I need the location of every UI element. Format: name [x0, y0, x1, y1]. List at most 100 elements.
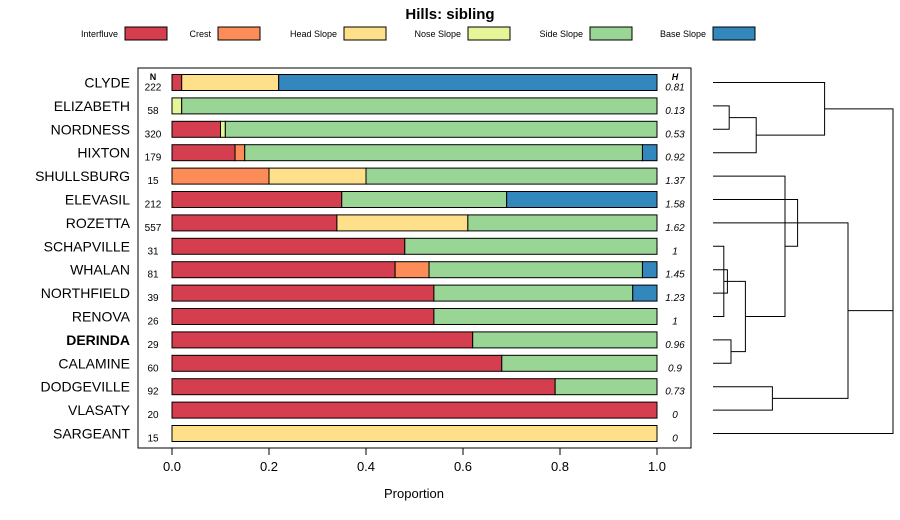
bar-whalan-base-slope: [641, 261, 658, 279]
bar-nordness-interfluve: [171, 120, 221, 138]
dendrogram-merge-12: [772, 222, 849, 399]
bar-clyde-interfluve: [171, 74, 183, 91]
row-label-derinda: DERINDA: [66, 332, 130, 348]
dendrogram-merge-11: [713, 386, 773, 411]
bar-schapville-interfluve: [171, 237, 406, 255]
row-n-nordness: 320: [145, 129, 162, 140]
x-axis: 0.0 0.2 0.4 0.6 0.8 1.0: [163, 448, 666, 474]
row-n-clyde: 222: [145, 83, 162, 94]
bar-clyde-base-slope: [278, 74, 658, 91]
x-tick-label-4: 0.8: [551, 459, 569, 474]
bar-elevasil-side-slope: [341, 191, 508, 208]
row-label-elevasil: ELEVASIL: [65, 192, 130, 208]
bar-hixton-crest: [234, 144, 246, 162]
dendrogram-merge-0: [713, 105, 730, 130]
bar-shullsburg-crest: [171, 167, 270, 185]
bar-whalan-side-slope: [428, 261, 643, 279]
row-h-elizabeth: 0.13: [665, 106, 685, 117]
plot-frame: [137, 67, 692, 449]
row-h-whalan: 1.45: [665, 270, 685, 281]
row-label-nordness: NORDNESS: [51, 121, 130, 137]
legend-swatch-nose-slope: [467, 26, 511, 41]
row-h-rozetta: 1.62: [665, 223, 685, 234]
row-n-schapville: 31: [147, 246, 159, 257]
x-tick-label-2: 0.4: [357, 459, 375, 474]
row-label-hixton: HIXTON: [77, 145, 130, 161]
row-label-clyde: CLYDE: [84, 75, 130, 91]
row-label-shullsburg: SHULLSBURG: [35, 168, 130, 184]
x-tick-label-5: 1.0: [648, 459, 666, 474]
dendrogram-merge-14: [824, 108, 894, 373]
row-h-northfield: 1.23: [665, 293, 685, 304]
row-label-whalan: WHALAN: [70, 262, 130, 278]
legend-label-interfluve: Interfluve: [81, 29, 118, 39]
bar-renova-interfluve: [171, 308, 435, 325]
legend-swatch-interfluve: [124, 26, 168, 41]
row-n-vlasaty: 20: [147, 410, 159, 421]
legend-label-crest: Crest: [189, 29, 211, 39]
bar-shullsburg-head-slope: [268, 167, 367, 185]
dendrogram-merge-7: [731, 280, 746, 353]
row-n-sargeant: 15: [147, 434, 159, 445]
row-h-shullsburg: 1.37: [665, 176, 685, 187]
bar-northfield-base-slope: [632, 284, 658, 302]
row-label-calamine: CALAMINE: [58, 355, 130, 371]
h-header: H: [672, 72, 679, 82]
bar-calamine-side-slope: [501, 354, 658, 372]
bar-hixton-interfluve: [171, 144, 236, 162]
row-label-dodgeville: DODGEVILLE: [41, 379, 130, 395]
bar-rozetta-side-slope: [467, 214, 658, 232]
bar-northfield-interfluve: [171, 284, 435, 302]
row-n-calamine: 60: [147, 363, 159, 374]
row-h-dodgeville: 0.73: [665, 387, 685, 398]
bar-shullsburg-side-slope: [365, 167, 658, 185]
bar-elevasil-base-slope: [506, 191, 658, 208]
row-n-dodgeville: 92: [147, 387, 159, 398]
dendrogram-merge-13: [713, 310, 894, 434]
row-h-renova: 1: [672, 317, 678, 328]
bar-calamine-interfluve: [171, 354, 503, 372]
x-tick-label-0: 0.0: [163, 459, 181, 474]
row-label-renova: RENOVA: [72, 309, 131, 325]
row-n-elevasil: 212: [145, 200, 162, 211]
bar-clyde-head-slope: [181, 74, 280, 91]
legend-label-head-slope: Head Slope: [290, 29, 337, 39]
row-h-schapville: 1: [672, 246, 678, 257]
dendrogram: [713, 82, 894, 434]
row-label-schapville: SCHAPVILLE: [44, 238, 130, 254]
bar-whalan-interfluve: [171, 261, 396, 279]
bar-nordness-nose-slope: [220, 120, 226, 138]
bar-sargeant-head-slope: [171, 425, 658, 442]
row-label-elizabeth: ELIZABETH: [54, 98, 130, 114]
row-n-renova: 26: [147, 317, 159, 328]
row-label-vlasaty: VLASATY: [68, 402, 131, 418]
dendrogram-merge-1: [713, 117, 757, 154]
bar-dodgeville-interfluve: [171, 378, 556, 396]
bar-dodgeville-side-slope: [554, 378, 658, 396]
row-h-sargeant: 0: [672, 434, 678, 445]
bar-derinda-interfluve: [171, 331, 474, 349]
bar-elizabeth-side-slope: [181, 97, 658, 115]
row-n-elizabeth: 58: [147, 106, 159, 117]
bar-nordness-side-slope: [224, 120, 658, 138]
bar-renova-side-slope: [433, 308, 658, 325]
row-label-northfield: NORTHFIELD: [41, 285, 130, 301]
row-h-derinda: 0.96: [665, 340, 685, 351]
row-n-northfield: 39: [147, 293, 159, 304]
legend-swatch-base-slope: [712, 26, 756, 41]
row-n-whalan: 81: [147, 270, 159, 281]
dendrogram-merge-3: [713, 245, 725, 317]
row-n-hixton: 179: [145, 153, 162, 164]
legend-swatch-crest: [217, 26, 261, 41]
bar-rozetta-head-slope: [336, 214, 469, 232]
row-h-elevasil: 1.58: [665, 200, 685, 211]
legend-label-base-slope: Base Slope: [660, 29, 706, 39]
legend: Interfluve Crest Head Slope Nose Slope Side …: [81, 26, 756, 41]
x-tick-label-3: 0.6: [454, 459, 472, 474]
bar-northfield-side-slope: [433, 284, 634, 302]
bar-whalan-crest: [394, 261, 430, 279]
x-tick-label-1: 0.2: [260, 459, 278, 474]
chart-title: Hills: sibling: [405, 6, 494, 23]
row-h-nordness: 0.53: [665, 129, 685, 140]
bar-elizabeth-nose-slope: [171, 97, 183, 115]
